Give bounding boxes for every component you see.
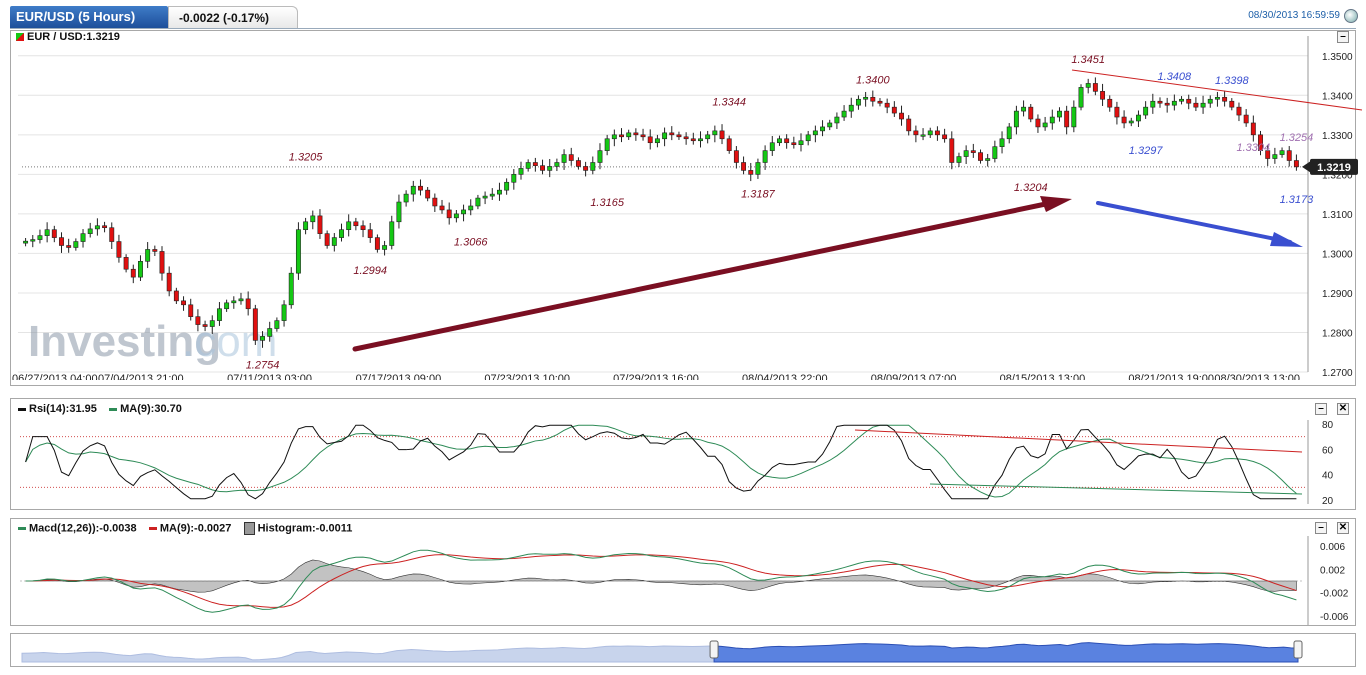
macd-ma-swatch-icon (148, 527, 157, 530)
rsi-minimize-button[interactable]: – (1315, 403, 1327, 415)
macd-ma-label: MA(9):-0.0027 (159, 522, 232, 535)
rsi-ma-swatch-icon (109, 407, 118, 411)
chart-tab-title[interactable]: EUR/USD (5 Hours) (10, 6, 168, 28)
rsi-label: Rsi(14):31.95 (29, 403, 97, 415)
histogram-swatch-icon (243, 522, 255, 535)
macd-label: Macd(12,26)):-0.0038 (29, 522, 137, 535)
price-change: -0.0022 (-0.17%) (168, 6, 298, 28)
rsi-close-button[interactable]: ✕ (1337, 403, 1349, 415)
legend-swatch-icon (16, 33, 24, 42)
macd-minimize-button[interactable]: – (1315, 522, 1327, 534)
price-panel-title: EUR / USD:1.3219 (16, 31, 120, 43)
price-title-text: EUR / USD:1.3219 (27, 31, 120, 43)
histogram-label: Histogram:-0.0011 (257, 522, 353, 535)
rsi-ma-label: MA(9):30.70 (120, 403, 182, 415)
minimize-button[interactable]: – (1337, 31, 1349, 43)
navigator-panel[interactable] (10, 633, 1356, 667)
price-panel (10, 30, 1356, 386)
header-divider (10, 28, 1356, 29)
macd-panel (10, 518, 1356, 626)
timestamp: 08/30/2013 16:59:59 (1248, 10, 1340, 21)
rsi-legend: Rsi(14):31.95 MA(9):30.70 (18, 403, 182, 415)
rsi-panel (10, 398, 1356, 510)
macd-legend: Macd(12,26)):-0.0038 MA(9):-0.0027 Histo… (18, 522, 352, 535)
macd-swatch-icon (18, 527, 26, 530)
rsi-swatch-icon (18, 407, 26, 411)
macd-close-button[interactable]: ✕ (1337, 522, 1349, 534)
clock-icon (1344, 9, 1358, 23)
